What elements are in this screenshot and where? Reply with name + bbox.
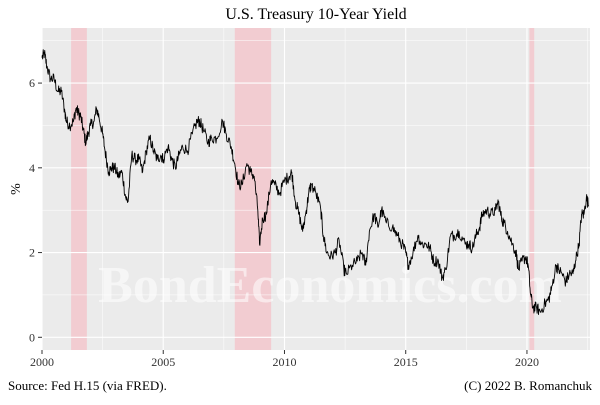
y-tick-label: 6: [29, 76, 35, 90]
x-tick-label: 2005: [151, 355, 175, 369]
watermark-text: BondEconomics.com: [98, 257, 562, 314]
x-tick-label: 2020: [515, 355, 539, 369]
x-tick-label: 2010: [272, 355, 296, 369]
plot-panel: [42, 28, 590, 350]
y-tick-label: 2: [29, 246, 35, 260]
copyright-note: (C) 2022 B. Romanchuk: [464, 378, 592, 393]
x-tick-label: 2015: [394, 355, 418, 369]
x-axis-ticks: 2000 2005 2010 2015 2020: [30, 350, 539, 369]
y-axis-ticks: 0 2 4 6: [29, 76, 42, 344]
chart-title: U.S. Treasury 10-Year Yield: [225, 6, 406, 23]
gridlines: [41, 28, 590, 350]
source-note: Source: Fed H.15 (via FRED).: [8, 378, 167, 393]
series-lines: [41, 49, 589, 315]
x-tick-label: 2000: [30, 355, 54, 369]
y-axis-label: %: [9, 183, 24, 195]
series-line-0: [41, 49, 589, 315]
recession-band-0: [71, 28, 87, 350]
recession-band-2: [529, 28, 535, 350]
y-tick-label: 4: [29, 161, 35, 175]
y-tick-label: 0: [29, 330, 35, 344]
